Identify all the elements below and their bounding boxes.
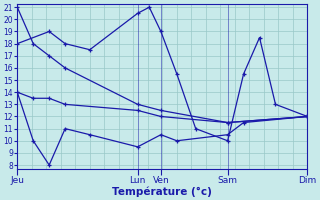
X-axis label: Température (°c): Température (°c) <box>112 186 212 197</box>
